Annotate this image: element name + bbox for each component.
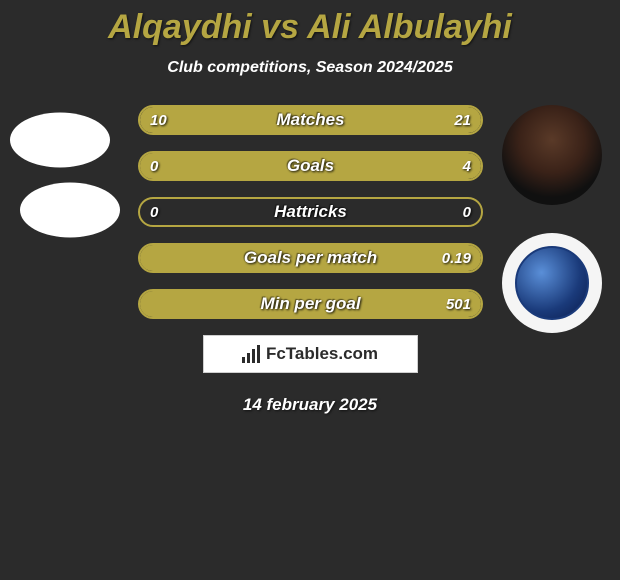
player-left-photo xyxy=(10,113,110,168)
stat-row-goals-per-match: Goals per match 0.19 xyxy=(138,243,483,273)
stat-row-hattricks: 0 Hattricks 0 xyxy=(138,197,483,227)
stat-row-matches: 10 Matches 21 xyxy=(138,105,483,135)
bar-fill-right xyxy=(249,107,481,133)
player-left-club-logo xyxy=(20,183,120,238)
chart-area: 10 Matches 21 0 Goals 4 0 Hattricks 0 xyxy=(0,105,620,415)
player-right-club-logo xyxy=(502,233,602,333)
watermark: FcTables.com xyxy=(203,335,418,373)
stat-bars: 10 Matches 21 0 Goals 4 0 Hattricks 0 xyxy=(138,105,483,319)
stat-right-value: 0 xyxy=(463,199,471,225)
bar-fill-right xyxy=(140,153,481,179)
date-label: 14 february 2025 xyxy=(0,395,620,415)
page-subtitle: Club competitions, Season 2024/2025 xyxy=(0,59,620,77)
stat-left-value: 0 xyxy=(150,199,158,225)
stat-row-goals: 0 Goals 4 xyxy=(138,151,483,181)
watermark-text: FcTables.com xyxy=(266,344,378,364)
player-right-photo xyxy=(502,105,602,205)
bar-fill-left xyxy=(140,107,249,133)
bar-chart-icon xyxy=(242,345,260,363)
comparison-infographic: Alqaydhi vs Ali Albulayhi Club competiti… xyxy=(0,0,620,415)
stat-row-min-per-goal: Min per goal 501 xyxy=(138,289,483,319)
bar-fill-right xyxy=(140,291,481,317)
page-title: Alqaydhi vs Ali Albulayhi xyxy=(0,8,620,47)
bar-fill-right xyxy=(140,245,481,271)
stat-label: Hattricks xyxy=(140,199,481,225)
